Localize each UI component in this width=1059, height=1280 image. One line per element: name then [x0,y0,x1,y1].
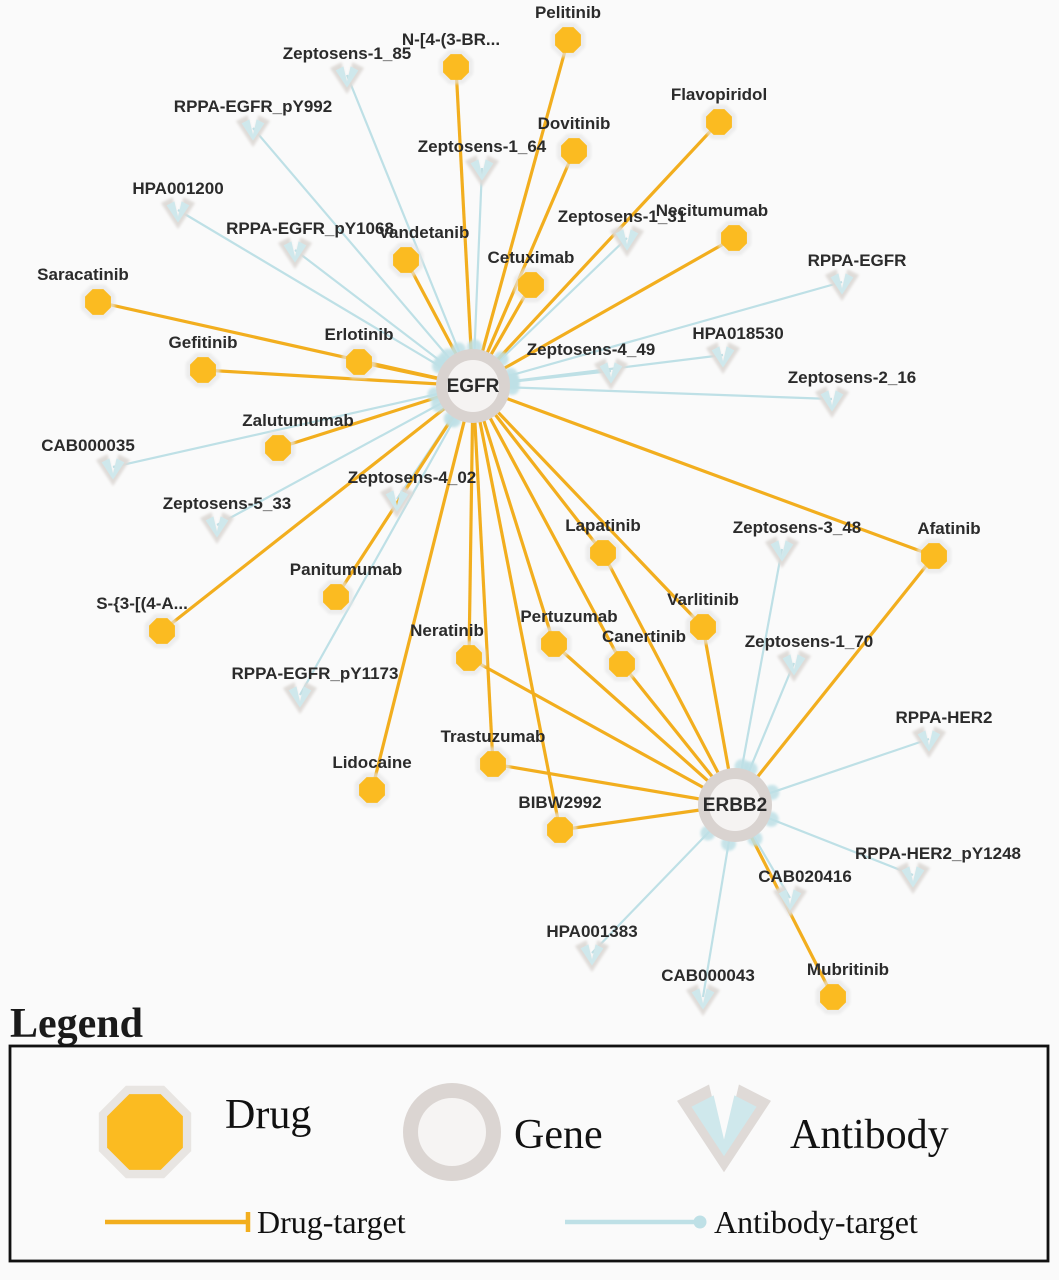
svg-text:Zeptosens-1_64: Zeptosens-1_64 [418,137,547,156]
svg-text:Flavopiridol: Flavopiridol [671,85,767,104]
svg-text:Gene: Gene [514,1112,603,1158]
svg-text:RPPA-EGFR_pY992: RPPA-EGFR_pY992 [174,97,332,116]
svg-text:HPA001383: HPA001383 [546,922,637,941]
svg-text:Saracatinib: Saracatinib [37,265,129,284]
svg-text:Zeptosens-2_16: Zeptosens-2_16 [788,368,917,387]
svg-text:ERBB2: ERBB2 [703,795,767,816]
svg-text:Afatinib: Afatinib [917,519,980,538]
svg-text:Pertuzumab: Pertuzumab [520,607,617,626]
svg-text:S-{3-[(4-A...: S-{3-[(4-A... [96,594,188,613]
svg-text:Zeptosens-4_49: Zeptosens-4_49 [527,340,656,359]
svg-text:RPPA-EGFR_pY1173: RPPA-EGFR_pY1173 [232,664,399,683]
svg-text:Trastuzumab: Trastuzumab [441,727,546,746]
svg-text:CAB000035: CAB000035 [41,436,135,455]
svg-text:Drug-target: Drug-target [257,1204,406,1240]
svg-text:N-[4-(3-BR...: N-[4-(3-BR... [402,30,500,49]
svg-text:BIBW2992: BIBW2992 [518,793,601,812]
svg-text:Zeptosens-4_02: Zeptosens-4_02 [348,468,477,487]
svg-text:Cetuximab: Cetuximab [488,248,575,267]
svg-text:Pelitinib: Pelitinib [535,3,601,22]
svg-text:HPA018530: HPA018530 [692,324,783,343]
svg-text:Legend: Legend [10,1001,143,1047]
svg-text:Panitumumab: Panitumumab [290,560,402,579]
svg-text:Zeptosens-3_48: Zeptosens-3_48 [733,518,862,537]
svg-text:CAB000043: CAB000043 [661,966,755,985]
svg-text:Drug: Drug [225,1092,311,1138]
svg-text:RPPA-EGFR: RPPA-EGFR [808,251,907,270]
svg-text:Zalutumumab: Zalutumumab [242,411,353,430]
svg-text:Erlotinib: Erlotinib [325,325,394,344]
svg-text:Lapatinib: Lapatinib [565,516,641,535]
svg-text:Zeptosens-1_31: Zeptosens-1_31 [558,207,687,226]
svg-text:Dovitinib: Dovitinib [538,114,611,133]
svg-text:Zeptosens-1_85: Zeptosens-1_85 [283,44,412,63]
svg-text:Lidocaine: Lidocaine [332,753,411,772]
svg-text:Mubritinib: Mubritinib [807,960,889,979]
svg-text:HPA001200: HPA001200 [132,179,223,198]
svg-text:Varlitinib: Varlitinib [667,590,739,609]
svg-text:RPPA-HER2_pY1248: RPPA-HER2_pY1248 [855,844,1021,863]
svg-text:Gefitinib: Gefitinib [169,333,238,352]
svg-text:Zeptosens-5_33: Zeptosens-5_33 [163,494,292,513]
svg-text:RPPA-EGFR_pY1068: RPPA-EGFR_pY1068 [226,219,394,238]
svg-text:Antibody-target: Antibody-target [714,1204,918,1240]
svg-text:Zeptosens-1_70: Zeptosens-1_70 [745,632,874,651]
svg-text:Canertinib: Canertinib [602,627,686,646]
svg-text:EGFR: EGFR [447,376,500,397]
svg-text:Neratinib: Neratinib [410,621,484,640]
svg-text:RPPA-HER2: RPPA-HER2 [896,708,993,727]
svg-text:Antibody: Antibody [790,1112,949,1158]
svg-text:CAB020416: CAB020416 [758,867,852,886]
